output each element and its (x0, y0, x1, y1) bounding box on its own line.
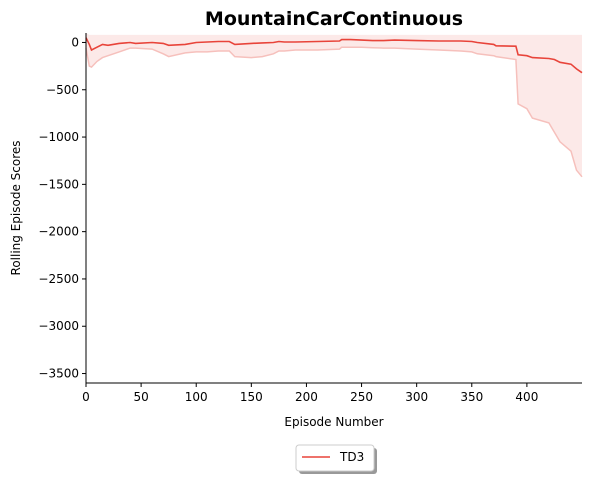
chart-title: MountainCarContinuous (205, 8, 463, 30)
y-tick-label: −3000 (38, 319, 79, 333)
x-tick-label: 400 (515, 390, 538, 404)
y-ticks: 0 −500 −1000 −1500 −2000 −2500 −3000 −3500 (38, 35, 86, 380)
y-tick-label: −2000 (38, 225, 79, 239)
x-tick-label: 250 (350, 390, 373, 404)
confidence-band-layer (86, 33, 582, 177)
x-tick-label: 200 (295, 390, 318, 404)
x-tick-label: 100 (185, 390, 208, 404)
y-tick-label: −2500 (38, 272, 79, 286)
legend: TD3 (296, 445, 377, 474)
y-tick-label: −500 (46, 83, 79, 97)
legend-label-td3: TD3 (339, 450, 364, 464)
x-axis-title: Episode Number (284, 415, 383, 429)
y-axis-title: Rolling Episode Scores (9, 141, 23, 276)
y-tick-label: −1000 (38, 130, 79, 144)
y-tick-label: −1500 (38, 177, 79, 191)
x-tick-label: 300 (405, 390, 428, 404)
x-tick-label: 350 (460, 390, 483, 404)
x-tick-label: 150 (240, 390, 263, 404)
confidence-band-td3 (86, 33, 582, 177)
x-tick-label: 50 (133, 390, 148, 404)
x-tick-label: 0 (82, 390, 90, 404)
y-tick-label: −3500 (38, 367, 79, 381)
x-ticks: 0 50 100 150 200 250 300 350 400 (82, 383, 538, 404)
y-tick-label: 0 (71, 35, 79, 49)
axes (86, 33, 582, 383)
band-lower-edge-td3 (86, 47, 582, 177)
